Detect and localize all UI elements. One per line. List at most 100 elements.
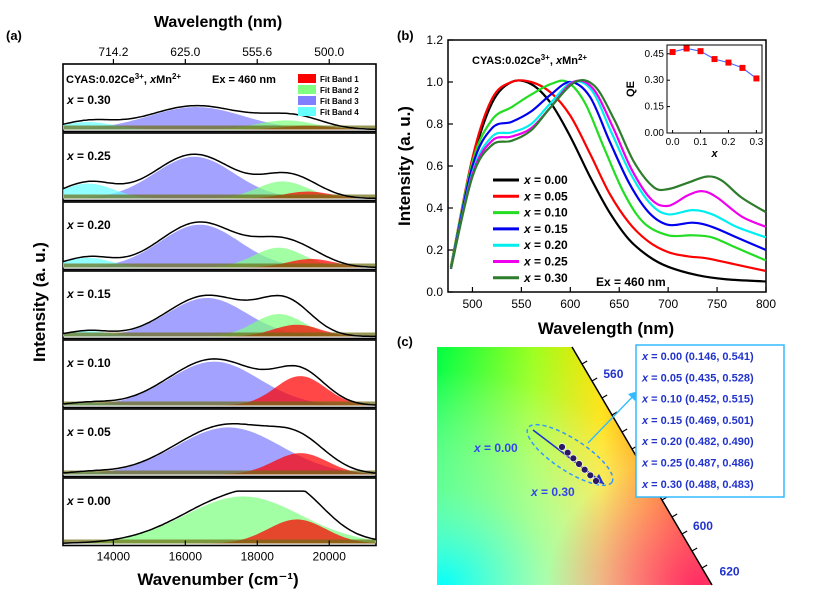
legend-label-x: x [523, 255, 532, 269]
cie-point-x0.00 [558, 443, 566, 451]
wavelength-label-600: 600 [693, 519, 713, 533]
panel-b-header-sup2: 2+ [578, 53, 587, 62]
inset-qe-point [739, 64, 746, 71]
inset-qe-point [753, 75, 760, 82]
legend-label-value: = 0.10 [531, 206, 568, 220]
cie-end-label-x: x [530, 485, 539, 499]
panel-a-header-mn: Mn [156, 74, 172, 86]
cie-point-x0.25 [586, 471, 595, 480]
panel-a-subpanels: x = 0.30x = 0.25x = 0.20x = 0.15x = 0.10… [62, 63, 377, 547]
locus-tick [621, 428, 628, 433]
panel-a-header-sup1: 3+ [135, 72, 144, 81]
panel-a-header: CYAS:0.02Ce3+, xMn2+ [66, 72, 181, 87]
panel-c: (c) 560580600620 x = 0.00 x = 0.30 x = 0… [397, 334, 785, 586]
panel-a-top-ticks: 714.2 625.0 555.6 500.0 [98, 45, 345, 64]
inset-x-tick-label: 0.0 [666, 137, 680, 148]
cie-table-row-coords: = 0.10 (0.452, 0.515) [648, 394, 754, 406]
top-tick-label: 555.6 [242, 45, 272, 59]
fit-band-3-area [63, 298, 376, 337]
subpanel-label: x = 0.00 [66, 494, 111, 508]
fit-band-3-area [63, 361, 376, 406]
panel-b-ticks: 500 550 600 650 700 750 800 0.0 0.2 0.4 0.6 0.8 1.0 1… [426, 33, 776, 311]
cie-table-row: x = 0.15 (0.469, 0.501) [641, 415, 754, 427]
x-tick-label: 750 [707, 297, 727, 311]
measured-spectrum [62, 294, 376, 338]
series-line-x0.15 [449, 80, 767, 270]
fit-band-3-area [63, 224, 376, 268]
inset-qe-point [683, 45, 690, 52]
series-line-x0.30 [449, 79, 767, 270]
subpanel-x-0.10: x = 0.10 [62, 339, 377, 409]
subpanel-x-0.05: x = 0.05 [62, 408, 377, 478]
bottom-tick-label: 20000 [313, 550, 347, 564]
fit-band-1-area [63, 453, 376, 475]
inset-qe-point [697, 48, 704, 55]
subpanel-label: x = 0.20 [66, 218, 111, 232]
subpanel-x-0.15: x = 0.15 [62, 270, 377, 340]
locus-tick [681, 530, 688, 535]
legend-label-band-1: Fit Band 1 [320, 75, 359, 84]
panel-a-label: (a) [6, 28, 22, 43]
legend-label: x = 0.15 [523, 222, 568, 236]
cie-point-x0.30 [592, 477, 600, 485]
series-line-x0.05 [449, 79, 767, 273]
y-tick-label: 0.6 [426, 159, 443, 173]
fit-band-1-area [63, 376, 376, 406]
inset-y-tick-label: 0.15 [645, 102, 665, 113]
panel-a-excitation: Ex = 460 nm [212, 74, 276, 86]
cie-point-ellipse [526, 423, 614, 487]
locus-tick [611, 411, 618, 416]
inset-x-tick-label: 0.1 [694, 137, 708, 148]
subpanel-label-x: x [66, 425, 75, 439]
cie-end-label-val: = 0.30 [538, 485, 575, 499]
x-tick-label: 600 [560, 297, 580, 311]
inset-qe-point [725, 59, 732, 66]
panel-a-header-x: x [149, 74, 157, 86]
subpanel-label-x: x [66, 287, 75, 301]
cie-table-row: x = 0.10 (0.452, 0.515) [641, 394, 754, 406]
cie-table-row-coords: = 0.20 (0.482, 0.490) [648, 436, 754, 448]
bottom-tick-label: 14000 [97, 550, 131, 564]
subpanel-label-value: = 0.00 [74, 494, 111, 508]
cie-table-row-x: x [641, 415, 649, 427]
series-line-x0.20 [449, 80, 767, 270]
measured-spectrum [62, 221, 377, 269]
legend-swatch-band-4 [298, 107, 316, 116]
cie-table-row-x: x [641, 351, 649, 363]
cie-table-row-x: x [641, 394, 649, 406]
locus-tick [671, 513, 678, 518]
subpanel-label-x: x [66, 93, 75, 107]
legend-label-value: = 0.00 [531, 173, 568, 187]
legend-label: x = 0.20 [523, 238, 568, 252]
subpanel-label-x: x [66, 494, 75, 508]
subpanel-label: x = 0.10 [66, 356, 111, 370]
cie-table-row: x = 0.25 (0.487, 0.486) [641, 458, 754, 470]
cie-table-row: x = 0.00 (0.146, 0.541) [641, 351, 754, 363]
cie-point-x0.20 [580, 465, 589, 474]
subpanel-label: x = 0.05 [66, 425, 111, 439]
subpanel-label-value: = 0.30 [74, 93, 111, 107]
cie-start-label-val: = 0.00 [481, 441, 518, 455]
subpanel-label: x = 0.30 [66, 93, 111, 107]
locus-tick [581, 360, 588, 365]
panel-b-series [449, 79, 767, 283]
subpanel-label-x: x [66, 218, 75, 232]
subpanel-label-value: = 0.05 [74, 425, 111, 439]
cie-coordinate-table: x = 0.00 (0.146, 0.541)x = 0.05 (0.435, … [635, 344, 785, 498]
bottom-tick-label: 18000 [241, 550, 275, 564]
inset-qe-point [669, 49, 676, 56]
subpanel-label: x = 0.25 [66, 149, 111, 163]
legend-label-x: x [523, 206, 532, 220]
cie-diagram: 560580600620 x = 0.00 x = 0.30 [437, 346, 740, 586]
y-tick-label: 1.2 [426, 33, 443, 47]
legend-label-value: = 0.05 [531, 189, 568, 203]
subpanel-x-0.00: x = 0.00 [62, 477, 377, 547]
subpanel-label-value: = 0.10 [74, 356, 111, 370]
legend-label-x: x [523, 173, 532, 187]
cie-table-row-x: x [641, 458, 649, 470]
panel-a-top-axis-title: Wavelength (nm) [154, 14, 282, 31]
legend-label-x: x [523, 189, 532, 203]
cie-table-row-x: x [641, 479, 649, 491]
fit-band-3-area [63, 156, 376, 199]
